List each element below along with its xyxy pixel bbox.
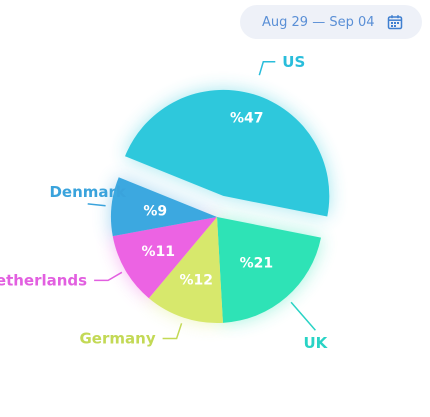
category-label-denmark: Denmark [49,183,126,201]
category-label-germany: Germany [80,330,156,348]
leader-line-uk [290,301,316,331]
calendar-icon[interactable] [387,14,403,30]
slice-denmark[interactable] [110,177,217,237]
category-label-us: US [282,53,305,71]
category-label-netherlands: Netherlands [0,271,87,289]
leader-line-us [258,61,276,76]
date-range-label: Aug 29 — Sep 04 [262,14,375,30]
slice-netherlands[interactable] [112,217,217,299]
value-label-netherlands: %11 [141,244,175,260]
slice-uk[interactable] [217,217,321,323]
value-label-denmark: %9 [143,204,167,220]
leader-line-denmark [87,203,106,207]
value-label-uk: %21 [240,255,274,271]
leader-line-netherlands [94,271,123,282]
category-label-uk: UK [303,334,328,352]
leader-line-germany [162,323,183,340]
value-label-us: %47 [230,110,264,126]
date-range-picker[interactable]: Aug 29 — Sep 04 [240,5,422,39]
slice-us[interactable] [125,89,330,217]
value-label-germany: %12 [179,273,213,289]
slice-germany[interactable] [148,217,223,323]
